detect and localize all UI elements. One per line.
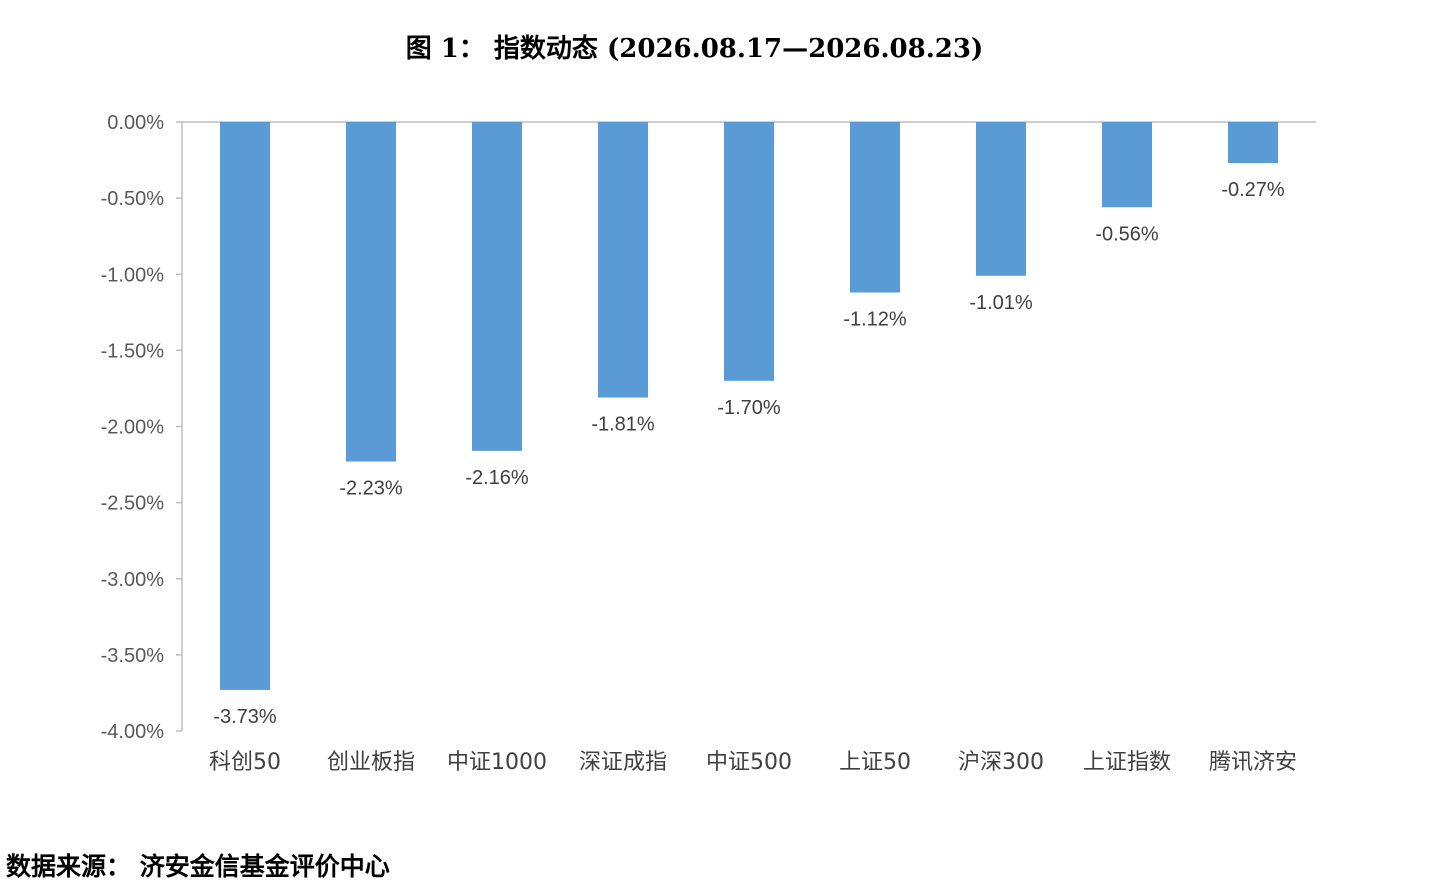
data-label: -0.56%: [1095, 223, 1159, 245]
bar: [220, 122, 270, 690]
y-tick-label: 0.00%: [107, 112, 164, 134]
category-label: 腾讯济安: [1209, 750, 1297, 775]
data-label: -1.12%: [843, 309, 907, 331]
y-tick-label: -0.50%: [101, 188, 165, 210]
y-tick-label: -2.50%: [101, 493, 165, 515]
category-label: 中证1000: [447, 750, 547, 775]
y-tick-label: -3.00%: [101, 569, 165, 591]
data-label: -0.27%: [1221, 179, 1285, 201]
bar: [346, 122, 396, 462]
data-label: -1.01%: [969, 292, 1033, 314]
labels: -3.73% 科创50 -2.23% 创业板指 -2.16% 中证1000 -1.81% 深证…: [209, 179, 1297, 775]
bar: [1228, 122, 1278, 164]
bar: [976, 122, 1026, 276]
bars: [220, 122, 1278, 690]
bar: [724, 122, 774, 381]
category-label: 中证500: [706, 750, 792, 775]
category-label: 沪深300: [958, 750, 1044, 775]
data-label: -2.16%: [465, 467, 529, 489]
bar: [472, 122, 522, 451]
bar: [598, 122, 648, 398]
category-label: 科创50: [209, 750, 281, 775]
bar: [850, 122, 900, 293]
category-label: 创业板指: [327, 750, 415, 775]
data-label: -1.81%: [591, 414, 655, 436]
y-tick-label: -3.50%: [101, 645, 165, 667]
data-label: -2.23%: [339, 478, 403, 500]
category-label: 上证50: [839, 750, 911, 775]
y-tick-label: -4.00%: [101, 721, 165, 743]
data-source-note: 数据来源： 济安金信基金评价中心: [6, 852, 390, 881]
y-tick-label: -1.50%: [101, 340, 165, 362]
y-tick-label: -1.00%: [101, 264, 165, 286]
y-tick-label: -2.00%: [101, 417, 165, 439]
data-label: -3.73%: [213, 706, 277, 728]
chart-title: 图 1： 指数动态 (2026.08.17—2026.08.23): [405, 34, 984, 64]
category-label: 上证指数: [1083, 750, 1171, 775]
bar: [1102, 122, 1152, 208]
category-label: 深证成指: [579, 750, 667, 775]
data-label: -1.70%: [717, 397, 781, 419]
